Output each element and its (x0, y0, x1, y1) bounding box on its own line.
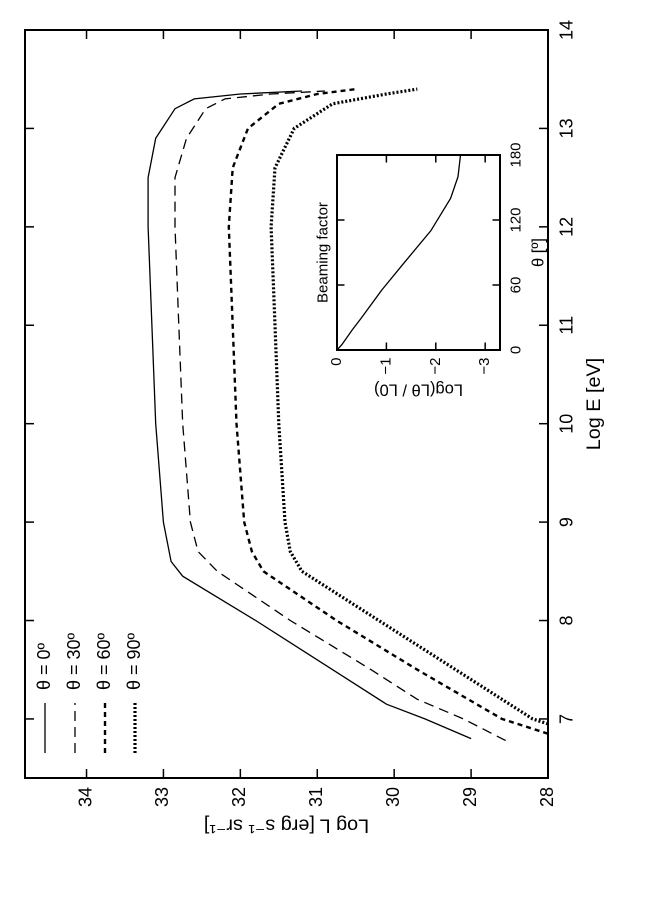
y-tick-label: 32 (229, 787, 249, 807)
x-tick-label: 13 (557, 118, 577, 138)
chart-title: Beaming factor (314, 202, 331, 303)
y-tick-label: 30 (383, 787, 403, 807)
y-tick-label: 29 (460, 787, 480, 807)
y-tick-label: 0 (328, 358, 345, 366)
y-axis-label: Log(Lθ / L0) (374, 381, 463, 399)
x-axis-label: Log E [eV] (583, 358, 605, 450)
legend-label: θ = 60º (94, 632, 114, 690)
plot-frame (336, 154, 501, 351)
y-tick-label: −2 (427, 358, 444, 375)
x-tick-label: 120 (507, 207, 524, 232)
x-tick-label: 180 (507, 142, 524, 167)
plot-frame (24, 29, 549, 779)
y-tick-label: −3 (476, 358, 493, 375)
y-tick-label: 34 (75, 787, 95, 807)
legend-label: θ = 90º (124, 632, 144, 690)
series-line (147, 90, 472, 740)
x-tick-label: 10 (557, 414, 577, 434)
x-tick-label: 11 (557, 316, 577, 335)
legend-label: θ = 0º (34, 642, 54, 690)
rotated-figure: 7 8 9 10 11 12 13 14 28 29 30 31 32 33 34 Log E [eV] Log… (24, 20, 605, 837)
x-tick-label: 8 (557, 616, 577, 626)
y-tick-label: 31 (306, 787, 326, 807)
x-axis-label: θ [º] (529, 238, 547, 267)
y-tick-label: 28 (537, 787, 557, 807)
x-tick-label: 9 (557, 517, 577, 527)
series-line (337, 155, 462, 350)
series-line (174, 90, 506, 742)
series-line (269, 87, 548, 726)
x-tick-label: 7 (557, 714, 577, 724)
y-tick-label: −1 (377, 358, 394, 375)
x-tick-label: 12 (557, 217, 577, 237)
legend-label: θ = 30º (64, 632, 84, 690)
series-line (227, 87, 548, 735)
x-tick-label: 0 (507, 346, 524, 354)
y-axis-label: Log L [erg s⁻¹ sr⁻¹] (204, 815, 369, 837)
x-tick-label: 60 (507, 277, 524, 294)
x-tick-label: 14 (557, 20, 577, 40)
y-tick-label: 33 (152, 787, 172, 807)
